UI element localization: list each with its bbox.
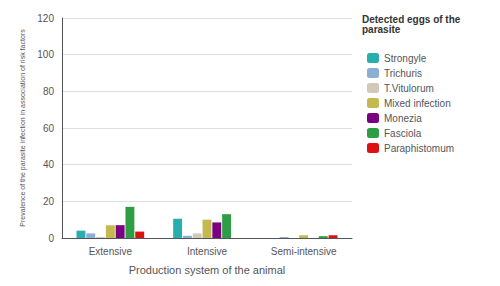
svg-text:Detected eggs of the: Detected eggs of the bbox=[362, 13, 461, 25]
svg-text:Production system of the anima: Production system of the animal bbox=[129, 264, 286, 276]
svg-text:parasite: parasite bbox=[362, 24, 401, 35]
svg-text:Semi-intensive: Semi-intensive bbox=[271, 246, 337, 257]
svg-text:Prevalence of the parasite inf: Prevalence of the parasite infection in … bbox=[19, 29, 27, 227]
svg-text:80: 80 bbox=[43, 86, 55, 97]
svg-text:Monezia: Monezia bbox=[384, 113, 422, 124]
svg-text:Intensive: Intensive bbox=[187, 246, 227, 257]
svg-text:Paraphistomum: Paraphistomum bbox=[384, 143, 454, 154]
svg-text:100: 100 bbox=[37, 49, 54, 60]
svg-text:40: 40 bbox=[43, 159, 55, 170]
svg-text:20: 20 bbox=[43, 196, 55, 207]
svg-text:Fasciola: Fasciola bbox=[384, 128, 422, 139]
svg-text:T.Vitulorum: T.Vitulorum bbox=[384, 83, 434, 94]
svg-text:120: 120 bbox=[37, 13, 54, 24]
svg-text:Strongyle: Strongyle bbox=[384, 53, 427, 64]
svg-text:Extensive: Extensive bbox=[89, 246, 133, 257]
svg-text:60: 60 bbox=[43, 123, 55, 134]
svg-text:Mixed infection: Mixed infection bbox=[384, 98, 451, 109]
svg-text:Trichuris: Trichuris bbox=[384, 68, 422, 79]
svg-text:0: 0 bbox=[48, 233, 54, 244]
